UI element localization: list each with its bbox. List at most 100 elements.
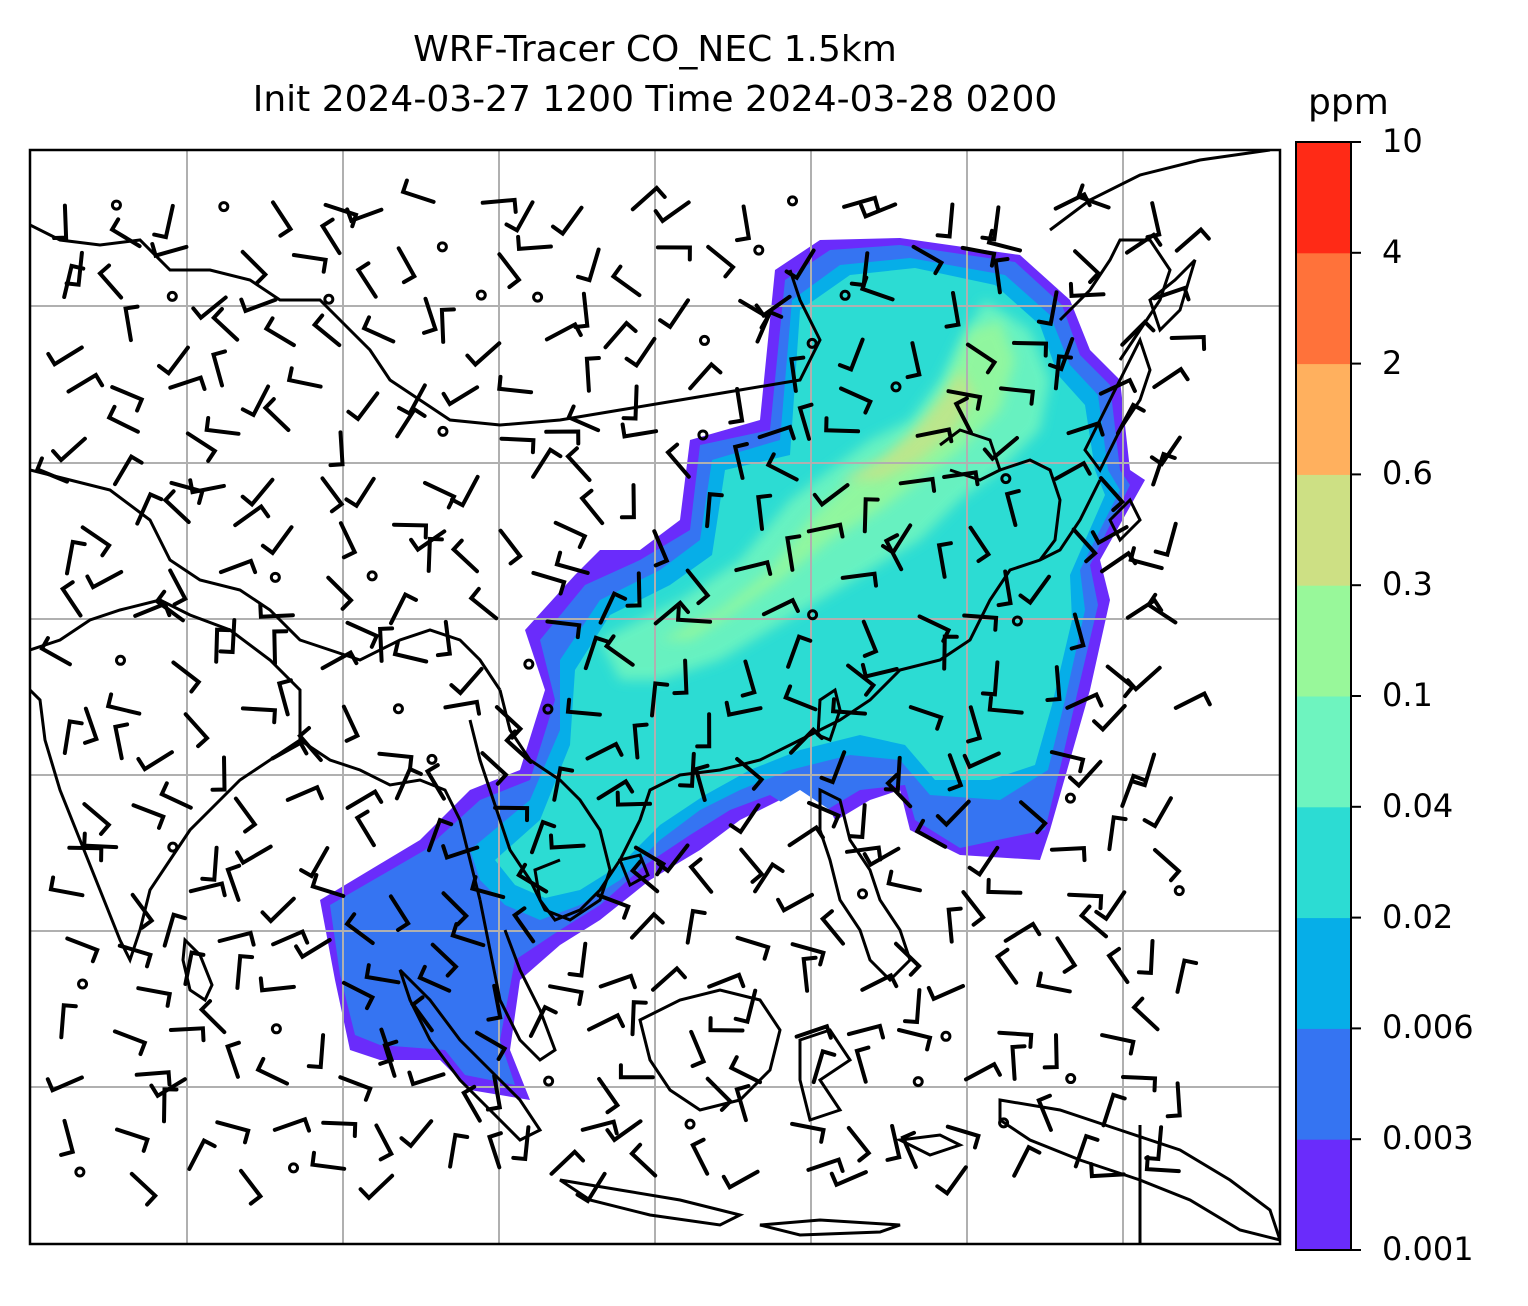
wind-barb bbox=[837, 337, 865, 372]
wind-barb bbox=[188, 881, 227, 898]
wind-barb bbox=[239, 297, 278, 314]
wind-barb bbox=[285, 784, 324, 802]
wind-barb bbox=[235, 844, 273, 866]
wind-barb bbox=[1003, 921, 1042, 943]
wind-barb bbox=[735, 757, 765, 791]
wind-barb bbox=[633, 845, 667, 877]
wind-barb bbox=[427, 817, 454, 853]
colorbar-bin bbox=[1296, 252, 1351, 365]
wind-barb bbox=[149, 1077, 187, 1099]
wind-barb bbox=[450, 922, 486, 948]
wind-barb bbox=[982, 436, 1019, 462]
wind-barb bbox=[650, 681, 670, 718]
wind-barb bbox=[1152, 285, 1191, 302]
wind-barb bbox=[1078, 904, 1108, 939]
chart-title-line-1: WRF-Tracer CO_NEC 1.5km bbox=[413, 29, 897, 70]
wind-barb bbox=[486, 983, 503, 1022]
wind-barb bbox=[785, 534, 802, 572]
wind-barb bbox=[618, 1063, 655, 1080]
wind-barb bbox=[214, 627, 232, 664]
wind-barb bbox=[345, 788, 384, 810]
wind-barb bbox=[504, 200, 535, 234]
wind-barb bbox=[511, 906, 536, 944]
wind-barb bbox=[422, 296, 438, 335]
calm-wind-marker bbox=[114, 654, 126, 666]
wind-barb bbox=[109, 217, 142, 249]
wind-barb bbox=[410, 995, 434, 1033]
wind-barb bbox=[59, 580, 83, 618]
wind-barb bbox=[1125, 665, 1162, 693]
wind-barb bbox=[392, 522, 429, 540]
wind-barb bbox=[240, 384, 271, 418]
calm-wind-marker bbox=[523, 658, 535, 670]
wind-barb bbox=[903, 988, 922, 1025]
wind-barb bbox=[272, 629, 289, 666]
wind-barb bbox=[1094, 890, 1127, 922]
wind-barb bbox=[1098, 377, 1137, 396]
calm-wind-marker bbox=[436, 241, 448, 253]
calm-wind-marker bbox=[1000, 473, 1012, 485]
wind-barb bbox=[162, 1087, 179, 1124]
wind-barb bbox=[859, 275, 895, 302]
wind-barb bbox=[652, 529, 670, 568]
wind-barb bbox=[1107, 815, 1128, 852]
coast-sulawesi bbox=[798, 1028, 853, 1122]
wind-barb bbox=[898, 476, 937, 493]
wind-barb bbox=[1116, 402, 1146, 436]
wind-barb bbox=[1153, 848, 1182, 883]
wind-barb bbox=[790, 1121, 826, 1144]
wind-barb bbox=[1175, 958, 1199, 994]
wind-barb bbox=[159, 781, 193, 810]
wind-barb bbox=[171, 660, 202, 694]
wind-barb bbox=[310, 873, 346, 898]
calm-wind-marker bbox=[753, 244, 765, 256]
wind-barb bbox=[554, 550, 590, 575]
wind-barb bbox=[1042, 1033, 1059, 1070]
wind-barb bbox=[585, 741, 624, 761]
wind-barb bbox=[789, 726, 824, 755]
wind-barb bbox=[345, 620, 380, 649]
wind-barb bbox=[1073, 249, 1102, 284]
colorbar-bin bbox=[1296, 806, 1351, 919]
wind-barb bbox=[1012, 340, 1049, 358]
wind-barb bbox=[218, 618, 237, 655]
wind-barb bbox=[115, 1127, 150, 1153]
wind-barb bbox=[914, 818, 948, 849]
wind-barb bbox=[824, 416, 861, 434]
wind-barb bbox=[724, 700, 763, 717]
wind-barb bbox=[341, 704, 361, 743]
colorbar-tick-label: 4 bbox=[1382, 232, 1403, 271]
wind-barb bbox=[630, 911, 665, 940]
gridlines bbox=[30, 150, 1280, 1244]
wind-barb bbox=[565, 446, 592, 482]
wind-barb bbox=[326, 575, 354, 611]
calm-wind-marker bbox=[167, 841, 179, 853]
wind-barb bbox=[62, 263, 86, 299]
wind-barb bbox=[549, 1148, 585, 1176]
colorbar-tick-label: 0.006 bbox=[1382, 1008, 1474, 1047]
wind-barb bbox=[819, 750, 847, 785]
wind-barb bbox=[553, 520, 588, 550]
wind-barb bbox=[82, 831, 119, 850]
wind-barb bbox=[162, 912, 188, 948]
wind-barb bbox=[105, 692, 142, 716]
wind-barb bbox=[755, 309, 784, 344]
wind-barb bbox=[583, 635, 610, 671]
wind-barb bbox=[294, 938, 332, 960]
wind-barb bbox=[1018, 574, 1051, 606]
field-gap-scs bbox=[760, 790, 850, 920]
wind-barb bbox=[235, 953, 255, 990]
wind-barb bbox=[739, 847, 765, 884]
wind-barb bbox=[389, 591, 418, 626]
wind-barb bbox=[655, 245, 692, 262]
wind-barb bbox=[262, 397, 291, 432]
wind-barb bbox=[346, 391, 380, 422]
wind-barb bbox=[839, 386, 873, 415]
colorbar-bin bbox=[1296, 1139, 1351, 1251]
calm-wind-marker bbox=[475, 289, 487, 301]
wind-barb bbox=[942, 470, 980, 487]
wind-barb bbox=[859, 202, 898, 220]
wind-barb bbox=[962, 613, 999, 632]
wind-barb bbox=[946, 389, 983, 411]
colorbar-bin bbox=[1296, 696, 1351, 808]
